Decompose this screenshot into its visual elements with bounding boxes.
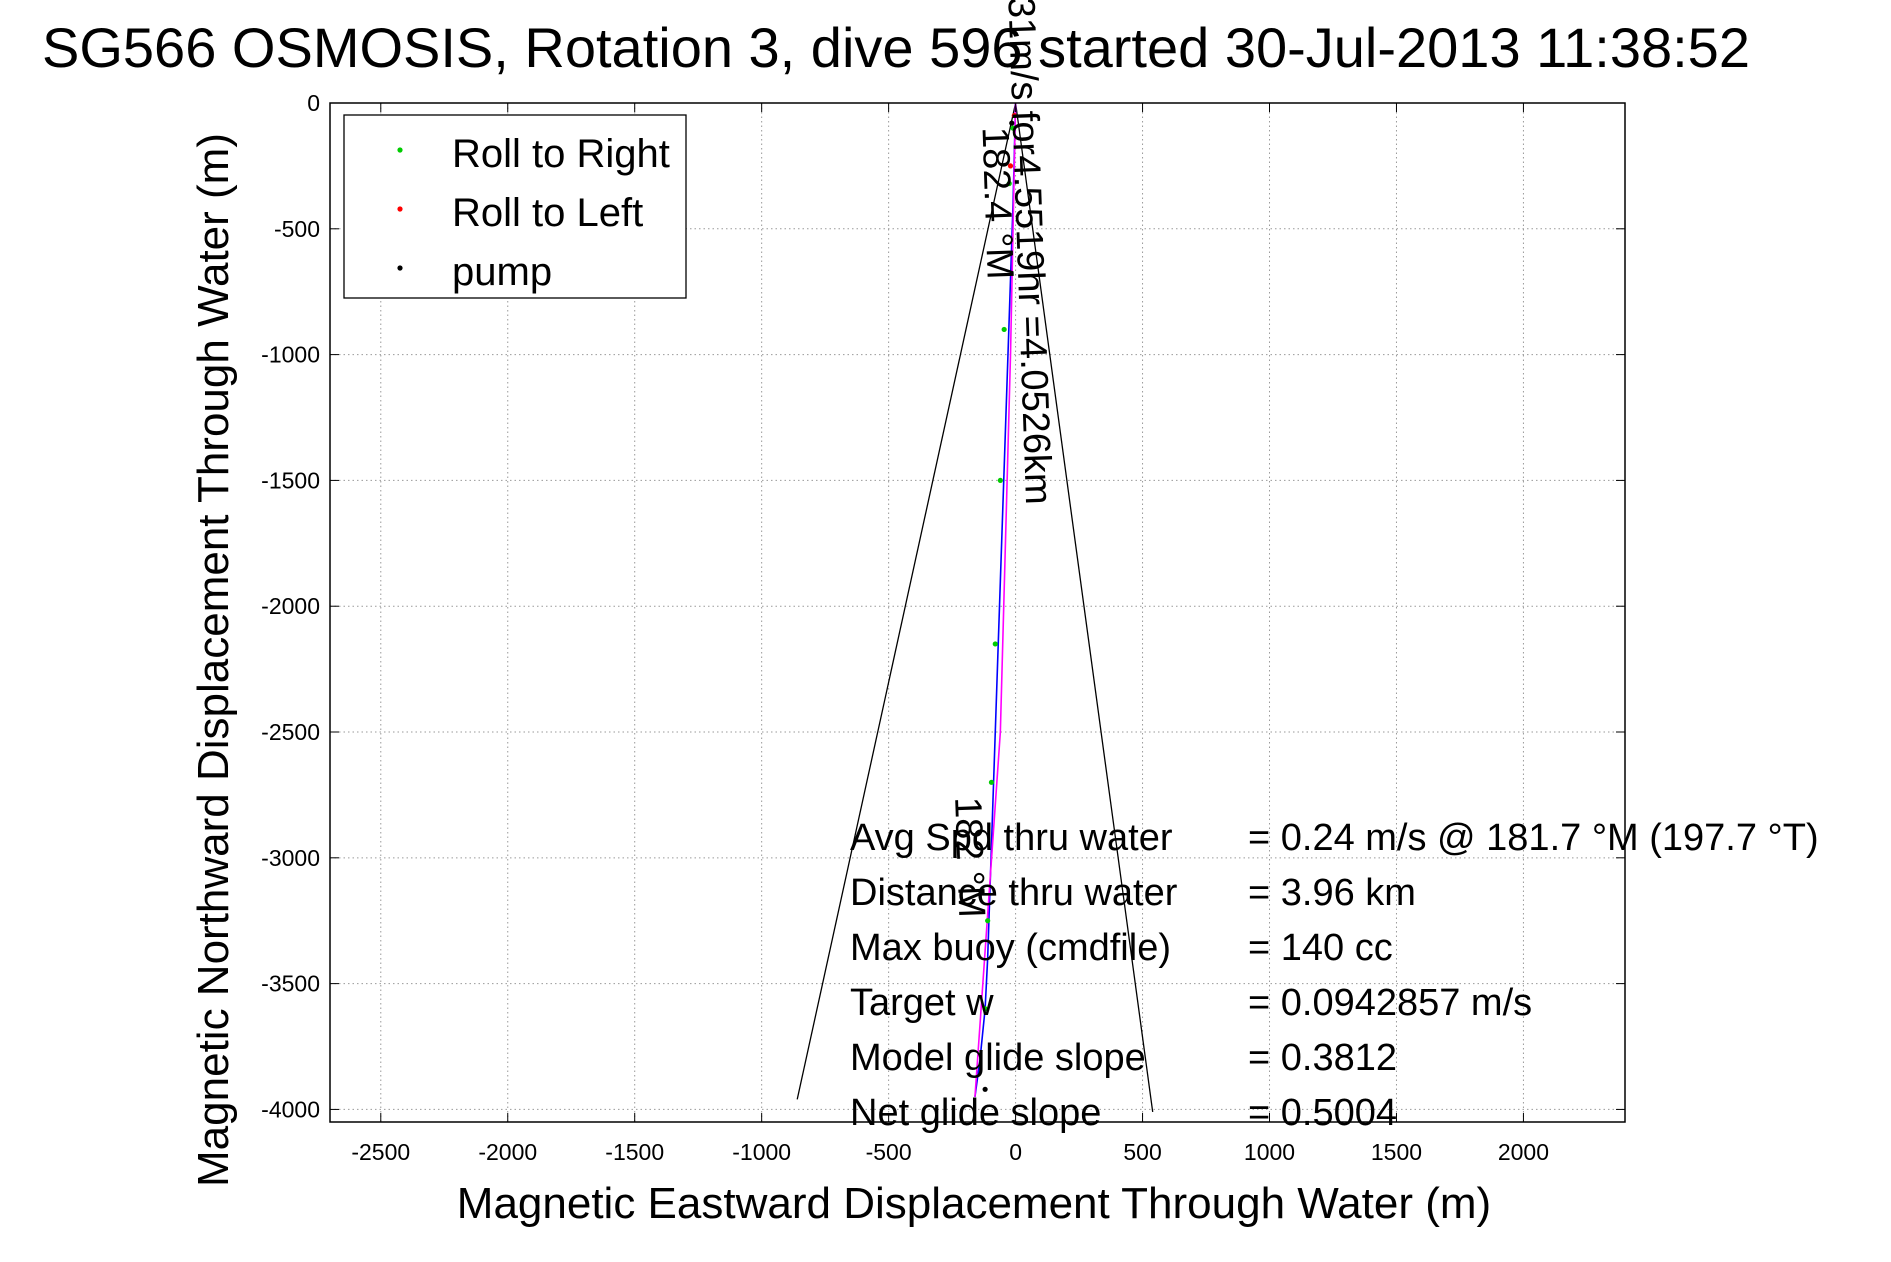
roll-to-right-point	[992, 641, 998, 647]
roll-to-right-point	[1010, 125, 1016, 131]
x-tick-label: -1500	[605, 1139, 664, 1165]
stat-value: = 0.5004	[1248, 1092, 1397, 1134]
stat-label: Model glide slope	[850, 1037, 1146, 1079]
legend-label: pump	[452, 250, 552, 294]
x-tick-label: -2000	[478, 1139, 537, 1165]
cone-line	[796, 102, 1017, 1100]
track-line	[974, 102, 1017, 1097]
stat-label: Distance thru water	[850, 872, 1178, 914]
roll-to-left-point	[1007, 163, 1014, 169]
stat-label: Avg Spd thru water	[850, 817, 1173, 859]
legend: Roll to Right Roll to Left pump	[343, 114, 687, 299]
y-tick-label: -2000	[261, 593, 320, 619]
x-tick-label: -500	[866, 1139, 912, 1165]
roll-to-left-point	[1011, 112, 1017, 119]
series-layer	[974, 102, 1017, 1097]
roll-to-right-point	[997, 477, 1003, 484]
model-line	[974, 102, 1017, 1097]
y-tick-label: -500	[274, 216, 320, 242]
y-tick-label: -1500	[261, 467, 320, 493]
y-ticks: 0 -500 -1000 -1500 -2000 -2500 -3000 -3500 -4000	[261, 90, 1625, 1122]
pump-point	[982, 1086, 988, 1092]
roll-to-right-point	[1006, 180, 1012, 187]
stat-label: Net glide slope	[850, 1092, 1101, 1134]
grid	[330, 102, 1625, 1122]
legend-label: Roll to Left	[452, 191, 643, 235]
stat-value: = 0.24 m/s @ 181.7 °M (197.7 °T)	[1248, 817, 1819, 859]
roll-to-right-point	[1001, 326, 1007, 333]
stat-value: = 140 cc	[1248, 927, 1393, 969]
legend-marker	[397, 206, 403, 212]
x-tick-label: 1000	[1244, 1139, 1295, 1165]
x-ticks: -2500 -2000 -1500 -1000 -500 0 500 1000 1500 2000	[351, 103, 1549, 1165]
plot-frame	[329, 102, 1626, 1123]
x-tick-label: 500	[1123, 1139, 1161, 1165]
x-axis-label: Magnetic Eastward Displacement Through W…	[457, 1179, 1491, 1228]
cone-line	[1014, 102, 1154, 1113]
x-tick-label: 1500	[1371, 1139, 1422, 1165]
stat-label: Max buoy (cmdfile)	[850, 927, 1171, 969]
x-tick-label: -2500	[351, 1139, 410, 1165]
cone-lines	[796, 102, 1154, 1113]
y-axis-label: Magnetic Northward Displacement Through …	[189, 133, 238, 1187]
y-tick-label: -2500	[261, 719, 320, 745]
track-annotation: 182.4 °M	[973, 126, 1020, 280]
y-tick-label: -1000	[261, 342, 320, 368]
stat-value: = 0.0942857 m/s	[1248, 982, 1532, 1024]
y-tick-label: 0	[307, 90, 320, 116]
legend-label: Roll to Right	[452, 132, 670, 176]
roll-to-right-point	[982, 1006, 988, 1012]
x-tick-label: -1000	[732, 1139, 791, 1165]
roll-to-right-point	[985, 918, 991, 924]
y-tick-label: -4000	[261, 1096, 320, 1122]
roll-to-right-point	[988, 779, 995, 785]
chart-title: SG566 OSMOSIS, Rotation 3, dive 596 star…	[42, 16, 1750, 79]
y-tick-label: -3000	[261, 845, 320, 871]
legend-marker	[397, 147, 403, 153]
stat-label: Target w	[850, 982, 994, 1024]
marker-layer	[982, 112, 1017, 1092]
stat-value: = 0.3812	[1248, 1037, 1397, 1079]
legend-marker	[397, 265, 403, 271]
stats-box: Avg Spd thru water = 0.24 m/s @ 181.7 °M …	[850, 817, 1819, 1134]
stat-value: = 3.96 km	[1248, 872, 1416, 914]
y-tick-label: -3500	[261, 971, 320, 997]
x-tick-label: 2000	[1498, 1139, 1549, 1165]
x-tick-label: 0	[1009, 1139, 1022, 1165]
track-annotation: 182 °M	[946, 796, 992, 918]
pump-point	[1009, 120, 1015, 126]
